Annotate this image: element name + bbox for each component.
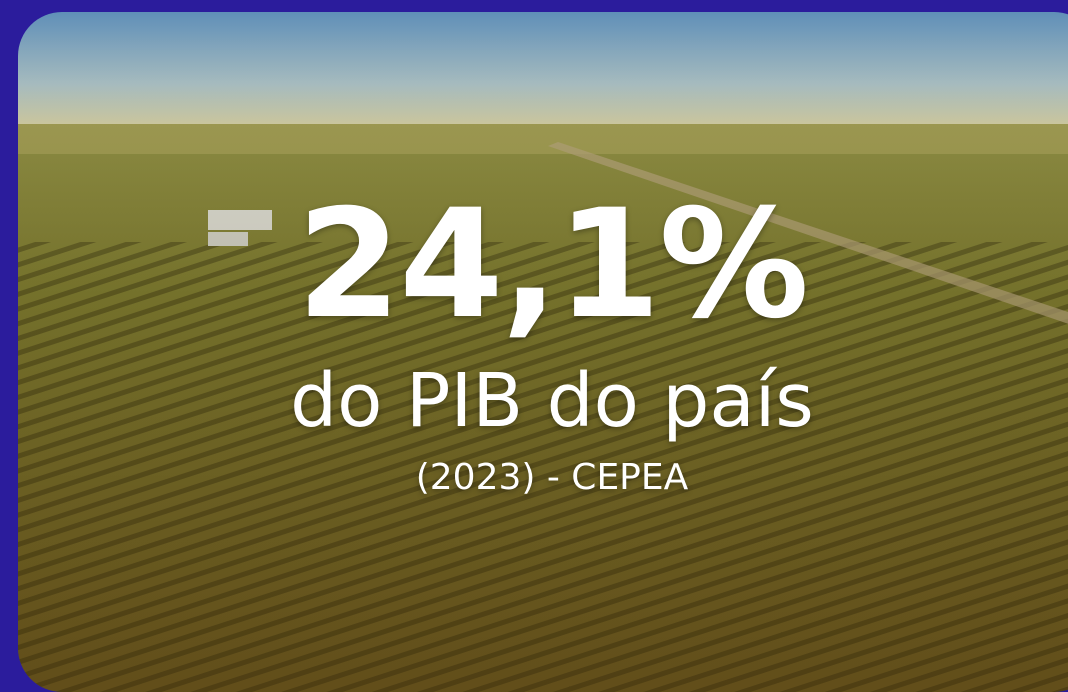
page: 24,1% do PIB {"headline": {"figure": "24…: [0, 0, 1068, 662]
photo-card: 24,1% do PIB do país (2023) - CEPEA: [18, 12, 1068, 692]
headline-figure: 24,1%: [18, 190, 1068, 340]
page-body: 24,1% do PIB do país (2023) - CEPEA (() …: [0, 0, 1068, 662]
field-photo: [18, 12, 1068, 692]
overlay: [18, 12, 1068, 692]
headline-caption: do PIB do país: [18, 364, 1068, 438]
headline-source: (2023) - CEPEA: [18, 460, 1068, 496]
